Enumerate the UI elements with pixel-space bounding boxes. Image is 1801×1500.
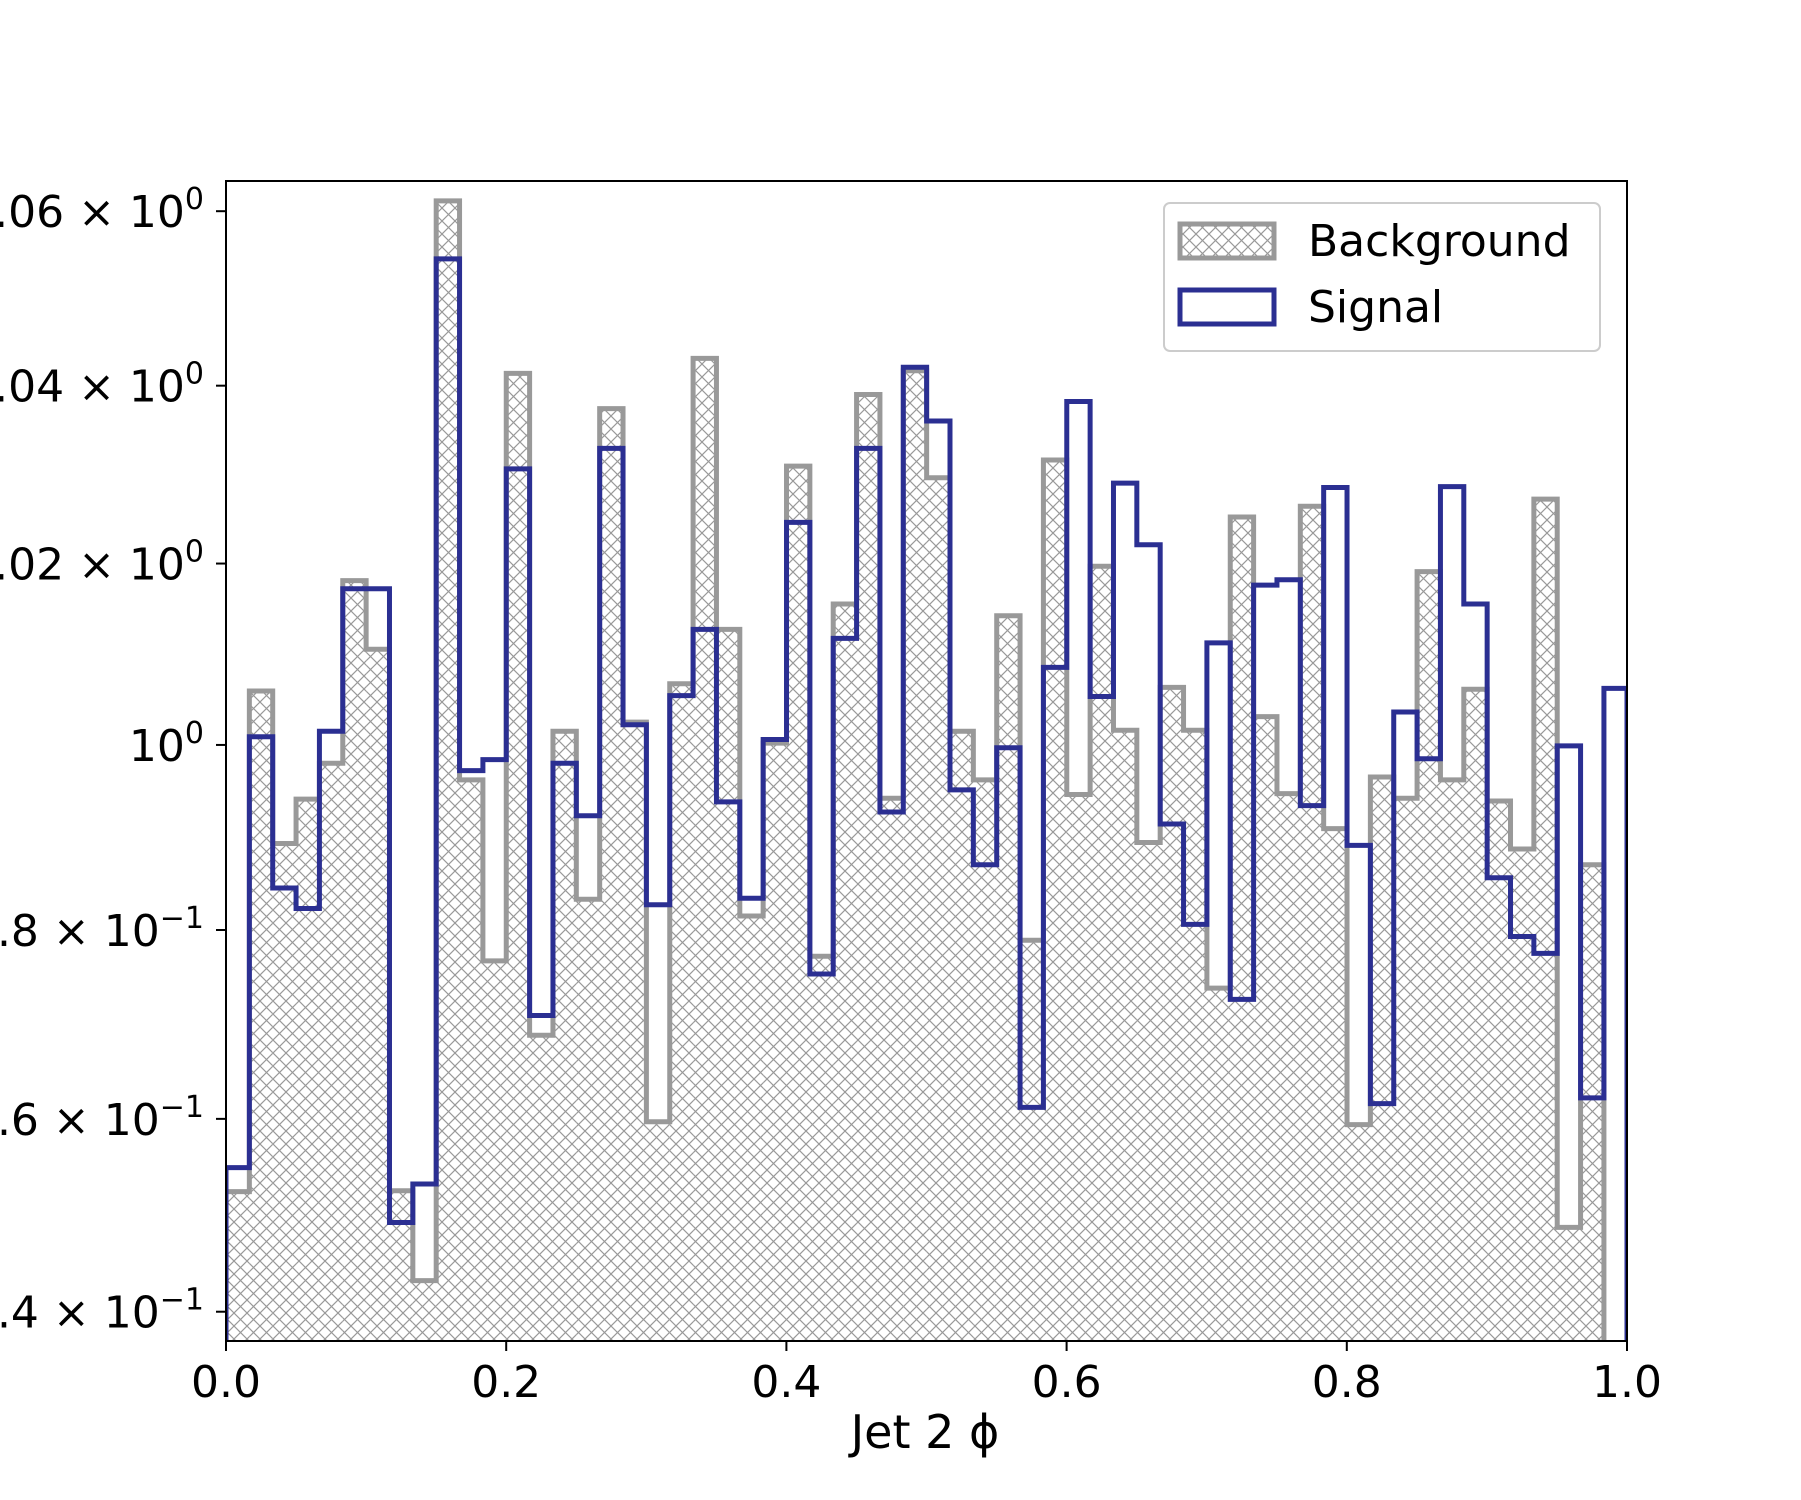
background-bar (1020, 940, 1044, 1341)
background-bar (949, 731, 974, 1341)
background-bar (926, 477, 950, 1341)
background-bar (1230, 516, 1254, 1341)
background-bar (1253, 716, 1277, 1341)
background-bar (1370, 777, 1394, 1341)
background-bar (739, 915, 764, 1341)
background-bar (623, 722, 647, 1341)
y-tick-label: 9.6 × 10−1 (0, 1090, 204, 1146)
background-bar (459, 779, 483, 1341)
background-bar (1580, 864, 1604, 1341)
background-bar (436, 200, 460, 1341)
background-bar (226, 1191, 250, 1341)
background-bar (506, 373, 530, 1341)
background-bar (249, 691, 273, 1341)
background-bar (1393, 798, 1418, 1341)
background-bar (1136, 842, 1161, 1341)
x-axis-label: Jet 2 ϕ (848, 1405, 1000, 1459)
background-bar (1183, 730, 1207, 1341)
background-bar (1557, 1227, 1581, 1341)
y-tick-label: 1.04 × 100 (0, 357, 204, 413)
background-bar (833, 604, 857, 1341)
background-bar (1323, 828, 1348, 1341)
legend: Background Signal (1163, 202, 1601, 352)
background-series-outline (226, 198, 1607, 1341)
legend-label-background: Background (1308, 216, 1571, 267)
background-bar (646, 1121, 670, 1341)
background-bar (552, 731, 577, 1341)
background-bar (1160, 687, 1184, 1341)
x-tick-label: 1.0 (1592, 1357, 1662, 1408)
background-bar (1206, 988, 1231, 1341)
background-bar (342, 580, 367, 1341)
background-bar (996, 615, 1021, 1341)
background-bar (366, 649, 390, 1341)
background-bar (1417, 571, 1441, 1341)
background-bar (529, 1035, 553, 1341)
background-bar (1090, 566, 1114, 1341)
background-bar (296, 799, 320, 1341)
background-bar (272, 843, 297, 1341)
y-tick-label: 9.8 × 10−1 (0, 901, 204, 957)
background-bar (1043, 459, 1067, 1341)
background-bar (412, 1280, 437, 1341)
x-tick-label: 0.0 (191, 1357, 261, 1408)
background-bar (879, 798, 904, 1341)
x-tick-label: 0.4 (751, 1357, 821, 1408)
background-bar (1440, 779, 1464, 1341)
x-tick-label: 0.2 (471, 1357, 541, 1408)
background-bar (786, 466, 810, 1341)
y-tick-label: 1.02 × 100 (0, 535, 204, 591)
background-bar (763, 743, 787, 1341)
background-bar (903, 370, 927, 1341)
plot-area (226, 198, 1627, 1341)
background-bar (1276, 793, 1301, 1341)
axes: 0.0 0.2 0.4 0.6 0.8 1.0 9.4 × 10−1 9.6 × 10−1 9.… (0, 180, 1662, 1408)
y-tick-label: 100 (129, 716, 204, 772)
signal-series-outline (226, 256, 1627, 1341)
background-bar (1463, 689, 1488, 1341)
legend-swatch-signal (1177, 287, 1277, 327)
y-tick-label: 9.4 × 10−1 (0, 1283, 204, 1339)
background-bar (482, 960, 507, 1341)
background-bar (1510, 849, 1534, 1341)
x-tick-label: 0.8 (1312, 1357, 1382, 1408)
background-bar (319, 763, 343, 1341)
axes-frame (225, 180, 1628, 1342)
legend-swatch-background (1177, 221, 1277, 261)
background-bar (1113, 730, 1137, 1341)
background-bar (1533, 499, 1558, 1341)
y-tick-label: 1.06 × 100 (0, 182, 204, 238)
background-bar (973, 779, 997, 1341)
background-bar (389, 1190, 413, 1341)
background-bar (599, 408, 624, 1341)
background-bar (716, 629, 740, 1341)
background-bar (576, 899, 600, 1341)
background-bar (1066, 794, 1091, 1341)
background-bar (669, 683, 694, 1341)
legend-label-signal: Signal (1308, 282, 1443, 333)
background-bar (1487, 800, 1511, 1341)
background-bar (693, 358, 717, 1341)
background-bar (1347, 1124, 1371, 1341)
background-bar (1300, 506, 1324, 1341)
background-bar (809, 956, 834, 1341)
x-tick-label: 0.6 (1032, 1357, 1102, 1408)
background-bar (856, 394, 880, 1341)
